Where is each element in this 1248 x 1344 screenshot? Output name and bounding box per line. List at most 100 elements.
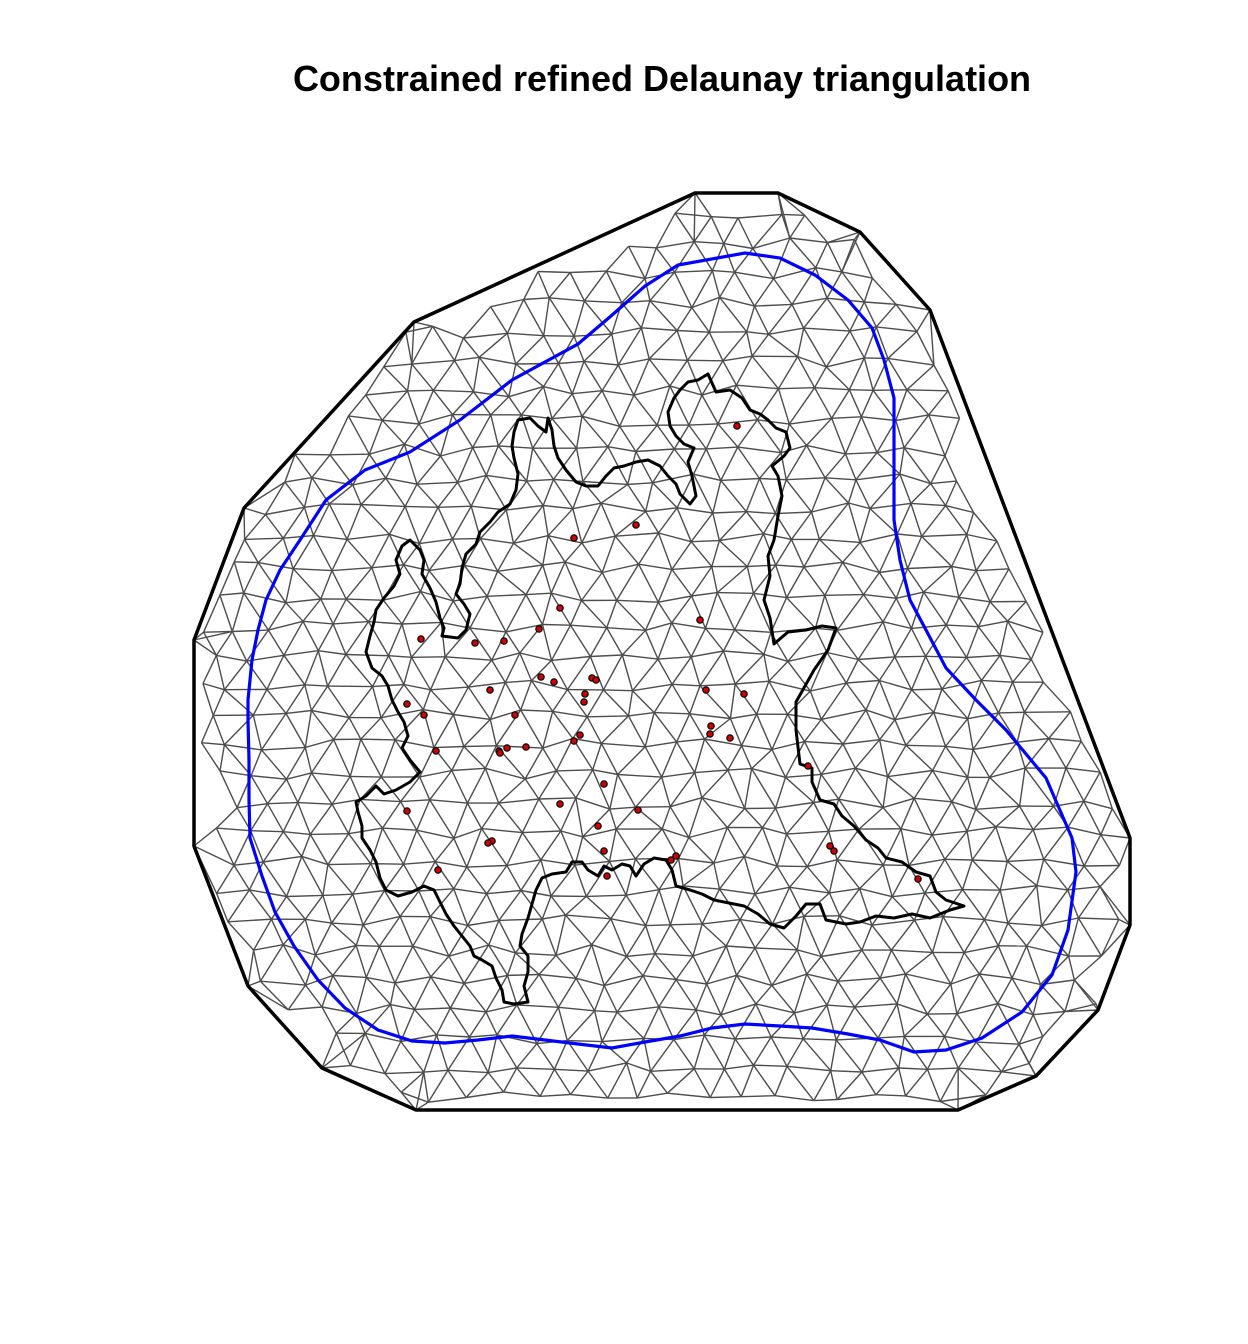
mesh-edge xyxy=(467,924,490,946)
mesh-edge xyxy=(694,738,706,773)
mesh-edge xyxy=(774,1095,814,1102)
mesh-edge xyxy=(551,655,591,662)
mesh-edge xyxy=(581,502,602,544)
mesh-edge xyxy=(606,627,623,656)
mesh-edge xyxy=(1073,979,1099,1011)
observation-point xyxy=(672,852,680,860)
mesh-edge xyxy=(736,384,779,390)
mesh-edge xyxy=(1018,1035,1044,1045)
mesh-edge xyxy=(827,238,855,244)
mesh-edge xyxy=(897,533,922,538)
mesh-edge xyxy=(312,503,330,536)
mesh-edge xyxy=(1017,737,1049,743)
mesh-edge xyxy=(803,915,840,917)
mesh-edge xyxy=(1039,984,1066,1012)
mesh-edge xyxy=(771,714,789,750)
mesh-edge xyxy=(536,1043,555,1070)
mesh-edge xyxy=(913,919,934,953)
mesh-edge xyxy=(1083,834,1102,867)
mesh-edge xyxy=(890,919,916,951)
mesh-edge xyxy=(789,886,830,894)
mesh-edge xyxy=(570,1070,589,1095)
mesh-edge xyxy=(923,591,947,626)
mesh-edge xyxy=(329,415,350,456)
mesh-edge xyxy=(1030,659,1044,683)
mesh-edge xyxy=(736,974,757,1005)
mesh-edge xyxy=(882,797,915,809)
mesh-edge xyxy=(1011,945,1028,979)
mesh-edge xyxy=(304,650,319,686)
mesh-edge xyxy=(1083,800,1102,836)
mesh-edge xyxy=(878,739,889,777)
mesh-edge xyxy=(370,827,384,864)
mesh-edge xyxy=(573,300,586,337)
mesh-edge xyxy=(976,1041,1020,1045)
mesh-edge xyxy=(854,1003,898,1008)
mesh-edge xyxy=(830,1039,837,1071)
mesh-edge xyxy=(352,484,362,505)
mesh-edge xyxy=(467,686,491,720)
mesh-edge xyxy=(328,503,348,540)
mesh-edge xyxy=(555,944,592,956)
mesh-edge xyxy=(506,832,524,866)
mesh-edge xyxy=(726,827,746,857)
mesh-edge xyxy=(950,973,980,985)
mesh-edge xyxy=(820,682,847,720)
mesh-edge xyxy=(368,419,383,455)
mesh-edge xyxy=(712,269,735,273)
mesh-edge xyxy=(878,656,896,681)
mesh-edge xyxy=(926,983,952,1015)
mesh-edge xyxy=(488,944,516,954)
mesh-edge xyxy=(657,507,678,534)
mesh-edge xyxy=(297,801,333,805)
mesh-edge xyxy=(488,1067,517,1074)
mesh-edge xyxy=(565,895,587,916)
mesh-edge xyxy=(826,981,839,1006)
mesh-edge xyxy=(478,356,510,398)
mesh-edge xyxy=(314,954,334,976)
mesh-edge xyxy=(826,652,847,684)
mesh-edge xyxy=(312,535,333,571)
mesh-edge xyxy=(506,975,518,1006)
mesh-edge xyxy=(913,797,933,836)
mesh-edge xyxy=(831,416,862,419)
mesh-edge xyxy=(575,797,611,810)
mesh-edge xyxy=(591,944,605,986)
mesh-edge xyxy=(285,598,321,604)
mesh-edge xyxy=(309,834,329,865)
mesh-edge xyxy=(789,237,828,244)
mesh-edge xyxy=(574,333,612,337)
mesh-edge xyxy=(505,623,543,633)
mesh-edge xyxy=(802,1004,828,1040)
mesh-edge xyxy=(768,680,789,715)
mesh-edge xyxy=(615,532,659,537)
mesh-edge xyxy=(752,564,777,594)
mesh-edge xyxy=(587,715,629,718)
mesh-edge xyxy=(975,805,1020,810)
mesh-edge xyxy=(542,737,574,749)
mesh-edge xyxy=(1024,767,1055,807)
mesh-edge xyxy=(691,650,724,658)
mesh-edge xyxy=(411,359,455,365)
mesh-edge xyxy=(837,1094,877,1101)
observation-point xyxy=(535,625,543,633)
mesh-edge xyxy=(384,1073,402,1093)
mesh-edge xyxy=(540,1093,571,1097)
mesh-edge xyxy=(266,803,284,833)
mesh-edge xyxy=(1064,979,1076,1012)
mesh-edge xyxy=(538,270,571,274)
mesh-edge xyxy=(430,976,465,985)
mesh-edge xyxy=(690,595,707,629)
mesh-edge xyxy=(522,830,561,834)
mesh-edge xyxy=(821,949,862,958)
mesh-edge xyxy=(891,949,933,954)
mesh-edge xyxy=(861,416,896,422)
mesh-edge xyxy=(865,709,896,721)
mesh-edge xyxy=(525,592,552,596)
mesh-edge xyxy=(548,272,571,299)
mesh-edge xyxy=(752,1036,772,1066)
mesh-edge xyxy=(813,1098,838,1102)
mesh-edge xyxy=(717,591,754,594)
mesh-edge xyxy=(863,277,874,303)
mesh-edge xyxy=(429,799,468,804)
